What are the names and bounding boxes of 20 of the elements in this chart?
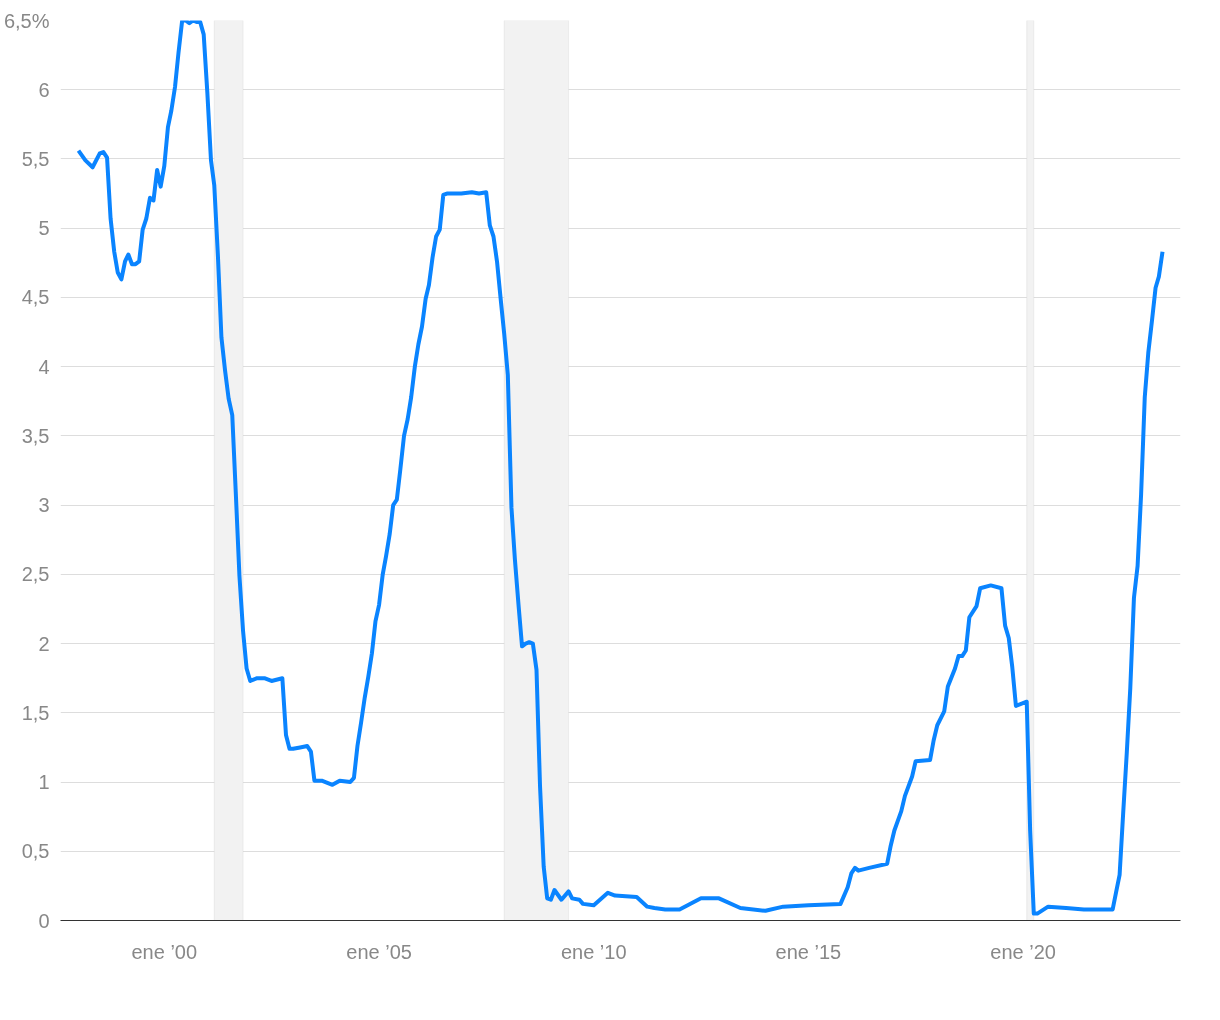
- y-tick-label: 0: [38, 909, 50, 932]
- x-tick-label: ene ’05: [346, 940, 412, 963]
- y-tick-label: 2,5: [21, 563, 50, 586]
- y-tick-label: 2: [38, 632, 50, 655]
- y-tick-label: 1: [38, 771, 50, 794]
- x-tick-label: ene ’20: [990, 940, 1056, 963]
- x-tick-label: ene ’10: [560, 940, 627, 963]
- y-tick-label: 3: [38, 494, 50, 517]
- x-tick-label: ene ’15: [775, 940, 842, 963]
- y-tick-label: 4: [38, 355, 50, 378]
- y-tick-label: 5,5: [21, 147, 50, 170]
- y-tick-label: 5: [38, 217, 50, 240]
- y-tick-label: 1,5: [21, 701, 50, 724]
- y-tick-label: 6: [38, 78, 50, 101]
- line-series: [76, 20, 1165, 916]
- y-tick-label: 3,5: [21, 424, 50, 447]
- y-tick-label: 6,5%: [3, 9, 50, 32]
- y-tick-label: 0,5: [21, 840, 50, 863]
- x-tick-label: ene ’00: [131, 940, 198, 963]
- y-tick-label: 4,5: [21, 286, 50, 309]
